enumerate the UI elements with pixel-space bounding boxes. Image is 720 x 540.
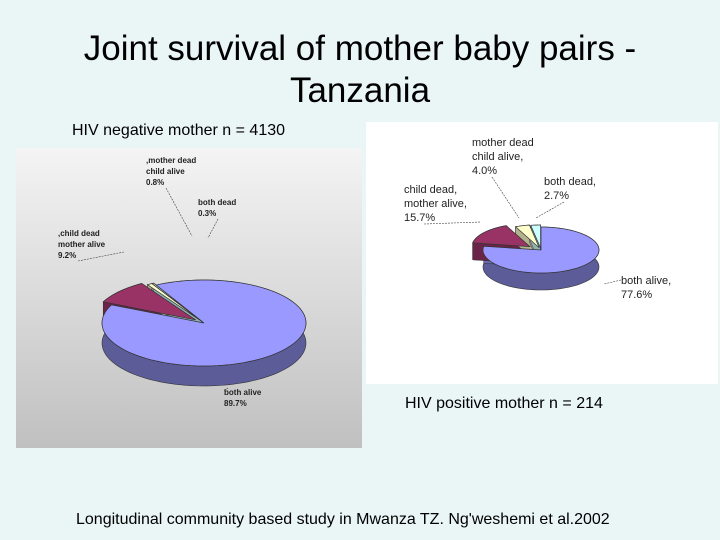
hiv-negative-pie: both alive 89.7% ,child dead mother alive 9.…: [16, 148, 362, 448]
pie-slice: [151, 282, 202, 322]
pie-slice: [514, 224, 540, 248]
slice-label: both alive 89.7%: [224, 388, 262, 408]
slice-label: ,child dead mother alive 9.2%: [58, 229, 106, 260]
slice-label: both dead 0.3%: [198, 198, 236, 218]
slice-label: ,mother dead child alive 0.8%: [146, 156, 196, 187]
pie-slice: [482, 226, 600, 274]
leader-line: [491, 176, 520, 219]
pie-slice: [102, 283, 196, 321]
leader-line: [207, 218, 219, 239]
pie-slice: [101, 279, 307, 367]
leader-line: [423, 221, 482, 225]
hiv-positive-chart: both alive, 77.6% child dead, mother alive,…: [366, 122, 718, 384]
leader-line: [535, 201, 565, 219]
leader-line: [223, 387, 229, 392]
hiv-negative-caption: HIV negative mother n = 4130: [72, 122, 286, 139]
leader-line: [77, 251, 125, 262]
slice-label: child dead, mother alive, 15.7%: [404, 184, 467, 224]
footer-citation: Longitudinal community based study in Mw…: [76, 511, 610, 528]
slice-label: both dead, 2.7%: [544, 176, 596, 202]
pie-slice: [530, 224, 541, 249]
slice-label: mother dead child alive, 4.0%: [472, 137, 534, 177]
title-line-1: Joint survival of mother baby pairs -: [83, 29, 637, 68]
pie-slice: [472, 225, 531, 248]
slice-label: both alive, 77.6%: [621, 275, 671, 301]
hiv-positive-caption: HIV positive mother n = 214: [405, 395, 603, 412]
hiv-positive-pie: both alive, 77.6% child dead, mother alive,…: [366, 122, 718, 384]
slide-title: Joint survival of mother baby pairs - Ta…: [0, 28, 720, 112]
hiv-negative-chart: both alive 89.7% ,child dead mother alive 9.…: [16, 148, 362, 448]
leader-line: [165, 187, 193, 237]
title-line-2: Tanzania: [289, 71, 431, 110]
